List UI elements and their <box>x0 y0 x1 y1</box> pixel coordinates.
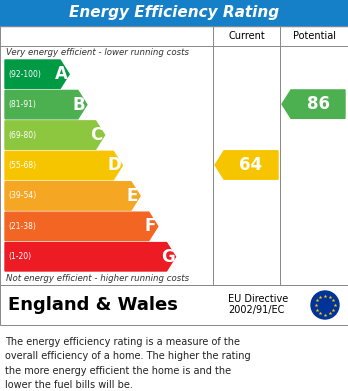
Polygon shape <box>215 151 278 179</box>
Text: EU Directive: EU Directive <box>228 294 288 305</box>
Text: D: D <box>108 156 121 174</box>
Text: (55-68): (55-68) <box>8 161 36 170</box>
Text: G: G <box>161 248 174 266</box>
Text: England & Wales: England & Wales <box>8 296 178 314</box>
Text: (92-100): (92-100) <box>8 70 41 79</box>
Circle shape <box>311 291 339 319</box>
Text: The energy efficiency rating is a measure of the
overall efficiency of a home. T: The energy efficiency rating is a measur… <box>5 337 251 390</box>
Bar <box>0 0 348 26</box>
Text: 2002/91/EC: 2002/91/EC <box>228 305 284 316</box>
Polygon shape <box>5 212 158 240</box>
Text: C: C <box>90 126 103 144</box>
Text: Potential: Potential <box>293 31 335 41</box>
Text: (1-20): (1-20) <box>8 252 31 261</box>
Bar <box>0 285 348 325</box>
Polygon shape <box>5 90 87 119</box>
Polygon shape <box>282 90 345 118</box>
Polygon shape <box>5 151 122 180</box>
Text: B: B <box>73 96 85 114</box>
Bar <box>0 26 348 285</box>
Polygon shape <box>5 182 140 210</box>
Text: Energy Efficiency Rating: Energy Efficiency Rating <box>69 5 279 20</box>
Text: (69-80): (69-80) <box>8 131 36 140</box>
Text: F: F <box>144 217 156 235</box>
Text: E: E <box>126 187 138 205</box>
Bar <box>0 285 348 325</box>
Text: Not energy efficient - higher running costs: Not energy efficient - higher running co… <box>6 274 189 283</box>
Polygon shape <box>5 242 175 271</box>
Text: (21-38): (21-38) <box>8 222 36 231</box>
Text: Very energy efficient - lower running costs: Very energy efficient - lower running co… <box>6 48 189 57</box>
Bar <box>0 26 348 285</box>
Text: (39-54): (39-54) <box>8 192 36 201</box>
Text: 64: 64 <box>239 156 262 174</box>
Text: Current: Current <box>228 31 265 41</box>
Text: A: A <box>55 65 68 83</box>
Polygon shape <box>5 60 69 88</box>
Text: (81-91): (81-91) <box>8 100 36 109</box>
Text: 86: 86 <box>307 95 330 113</box>
Polygon shape <box>5 121 105 149</box>
